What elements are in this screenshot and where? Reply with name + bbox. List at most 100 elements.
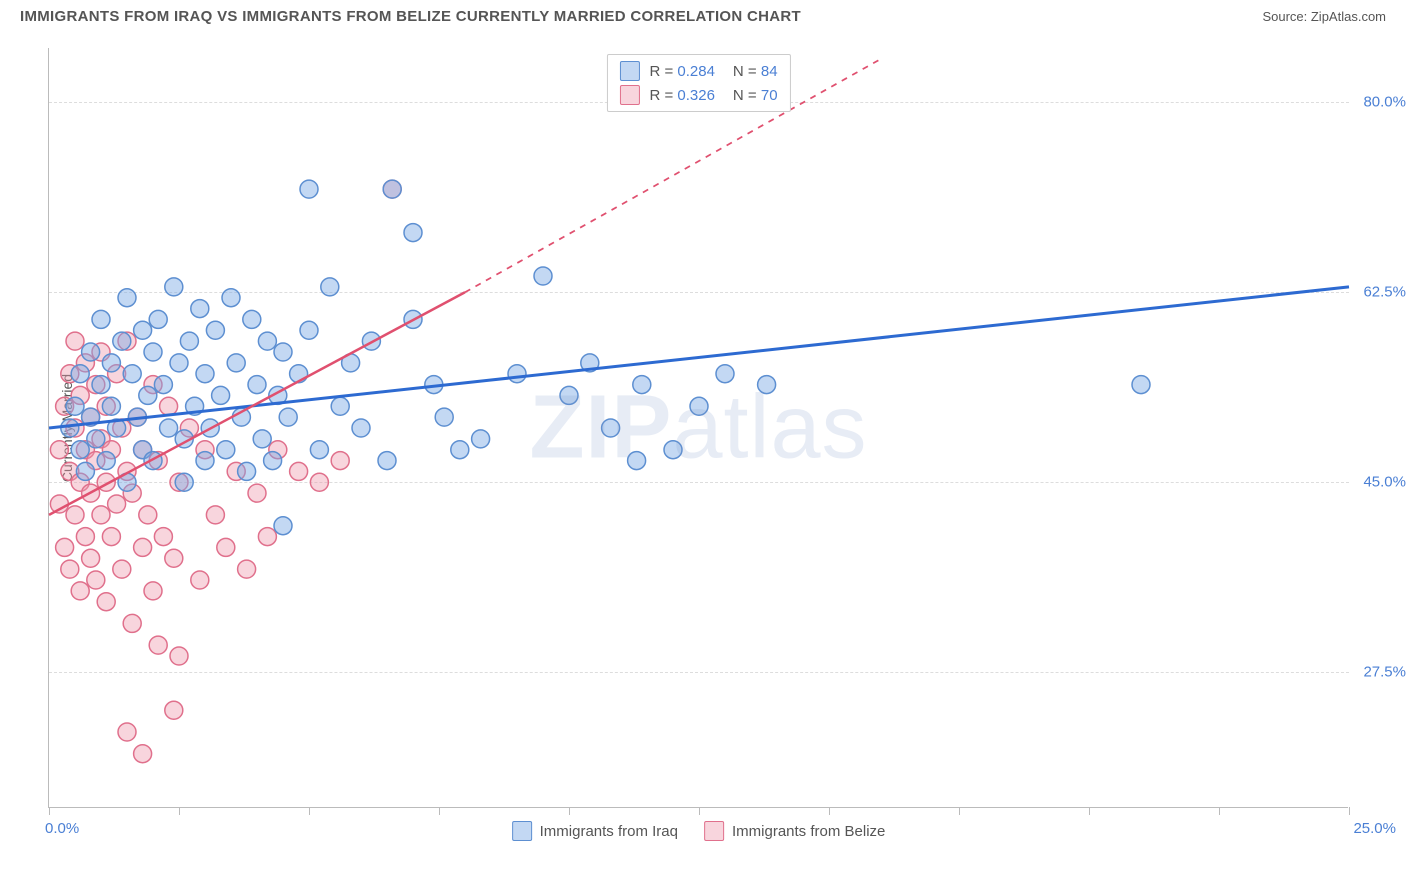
data-point (238, 462, 256, 480)
data-point (633, 376, 651, 394)
data-point (56, 538, 74, 556)
data-point (66, 397, 84, 415)
data-point (253, 430, 271, 448)
data-point (383, 180, 401, 198)
legend-label-belize: Immigrants from Belize (732, 823, 885, 840)
data-point (279, 408, 297, 426)
plot-area: Currently Married 27.5%45.0%62.5%80.0% 0… (48, 48, 1348, 808)
data-point (248, 376, 266, 394)
x-tick (439, 807, 440, 815)
legend-correlation: R = 0.284 N = 84 R = 0.326 N = 70 (606, 54, 790, 112)
legend-swatch-iraq (512, 821, 532, 841)
data-point (227, 354, 245, 372)
data-point (243, 310, 261, 328)
y-tick-label: 62.5% (1363, 284, 1406, 301)
data-point (87, 571, 105, 589)
data-point (212, 386, 230, 404)
data-point (123, 614, 141, 632)
x-tick (309, 807, 310, 815)
data-point (113, 332, 131, 350)
legend-swatch-belize (619, 85, 639, 105)
data-point (258, 332, 276, 350)
y-tick-label: 45.0% (1363, 474, 1406, 491)
data-point (690, 397, 708, 415)
data-point (196, 452, 214, 470)
data-point (92, 506, 110, 524)
data-point (451, 441, 469, 459)
data-point (71, 441, 89, 459)
legend-label-iraq: Immigrants from Iraq (540, 823, 678, 840)
data-point (352, 419, 370, 437)
data-point (102, 397, 120, 415)
data-point (144, 582, 162, 600)
data-point (404, 224, 422, 242)
data-point (300, 321, 318, 339)
data-point (628, 452, 646, 470)
data-point (222, 289, 240, 307)
x-tick (1089, 807, 1090, 815)
data-point (560, 386, 578, 404)
data-point (248, 484, 266, 502)
legend-item-belize: Immigrants from Belize (704, 821, 885, 841)
data-point (206, 321, 224, 339)
data-point (71, 365, 89, 383)
data-point (175, 473, 193, 491)
x-tick (1219, 807, 1220, 815)
data-point (165, 701, 183, 719)
data-point (113, 560, 131, 578)
data-point (97, 452, 115, 470)
x-max-label: 25.0% (1353, 820, 1396, 837)
data-point (134, 538, 152, 556)
data-point (310, 441, 328, 459)
data-point (139, 386, 157, 404)
source-attribution: Source: ZipAtlas.com (1262, 9, 1386, 24)
data-point (144, 343, 162, 361)
data-point (108, 495, 126, 513)
data-point (71, 582, 89, 600)
data-point (170, 647, 188, 665)
data-point (274, 517, 292, 535)
data-point (264, 452, 282, 470)
x-tick (1349, 807, 1350, 815)
data-point (118, 723, 136, 741)
data-point (92, 376, 110, 394)
data-point (602, 419, 620, 437)
y-tick-label: 80.0% (1363, 94, 1406, 111)
x-min-label: 0.0% (45, 820, 79, 837)
data-point (758, 376, 776, 394)
data-point (217, 538, 235, 556)
x-tick (179, 807, 180, 815)
data-point (61, 560, 79, 578)
data-point (139, 506, 157, 524)
data-point (534, 267, 552, 285)
data-point (300, 180, 318, 198)
chart-title: IMMIGRANTS FROM IRAQ VS IMMIGRANTS FROM … (20, 8, 801, 25)
data-point (508, 365, 526, 383)
x-tick (569, 807, 570, 815)
data-point (1132, 376, 1150, 394)
data-point (82, 343, 100, 361)
x-tick (829, 807, 830, 815)
legend-row-belize: R = 0.326 N = 70 (619, 83, 777, 107)
data-point (206, 506, 224, 524)
data-point (134, 321, 152, 339)
x-tick (959, 807, 960, 815)
data-point (154, 376, 172, 394)
data-point (191, 300, 209, 318)
data-point (321, 278, 339, 296)
data-point (76, 462, 94, 480)
plot-container: Currently Married 27.5%45.0%62.5%80.0% 0… (48, 48, 1388, 838)
legend-swatch-iraq (619, 61, 639, 81)
data-point (50, 441, 68, 459)
data-point (716, 365, 734, 383)
data-point (472, 430, 490, 448)
data-point (331, 397, 349, 415)
x-tick (49, 807, 50, 815)
data-point (196, 365, 214, 383)
data-point (66, 332, 84, 350)
data-point (165, 278, 183, 296)
data-point (149, 310, 167, 328)
data-point (664, 441, 682, 459)
legend-row-iraq: R = 0.284 N = 84 (619, 59, 777, 83)
data-point (170, 354, 188, 372)
